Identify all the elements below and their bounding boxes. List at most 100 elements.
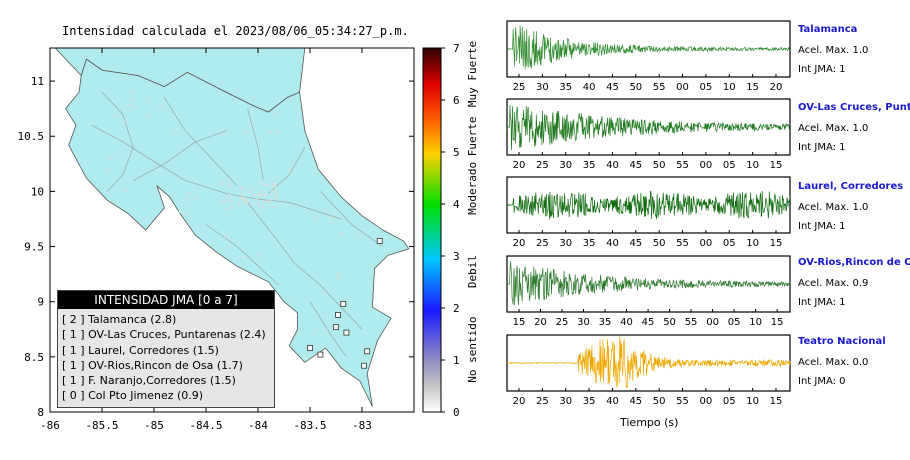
waveform-tick-label: 50 xyxy=(653,238,666,249)
intensity-legend: INTENSIDAD JMA [0 a 7] [ 2 ] Talamanca (… xyxy=(57,290,275,408)
city-point xyxy=(245,202,248,205)
town-point xyxy=(124,119,127,122)
x-tick-label: -86 xyxy=(40,419,60,432)
waveform-tick-label: 55 xyxy=(676,396,689,407)
legend-item: [ 1 ] OV-Las Cruces, Puntarenas (2.4) xyxy=(62,328,266,342)
station-marker xyxy=(376,238,383,244)
station-name: Talamanca xyxy=(798,24,858,35)
station-info-teatro: Teatro Nacional Acel. Max. 0.0 Int JMA: … xyxy=(798,336,886,391)
city-point xyxy=(259,182,262,185)
waveform-tick-label: 20 xyxy=(513,160,526,171)
waveform-tick-label: 15 xyxy=(513,317,526,328)
station-accel: Acel. Max. 0.0 xyxy=(798,357,869,368)
road-line xyxy=(205,224,280,286)
waveform-tick-label: 05 xyxy=(723,396,736,407)
town-point xyxy=(130,90,133,93)
city-point xyxy=(250,188,253,191)
city-point xyxy=(226,196,228,199)
city-point xyxy=(256,201,259,204)
colorbar-tick-label: 4 xyxy=(453,198,460,211)
road-line xyxy=(133,130,227,181)
time-axis-label: Tiempo (s) xyxy=(620,416,679,429)
town-point xyxy=(325,328,328,331)
colorbar-tick-label: 0 xyxy=(453,406,460,419)
station-accel: Acel. Max. 0.9 xyxy=(798,278,869,289)
colorbar-category-label: Muy Fuerte xyxy=(466,41,479,107)
waveform-tick-label: 20 xyxy=(513,396,526,407)
colorbar-tick-label: 3 xyxy=(453,250,460,263)
station-marker xyxy=(364,348,371,355)
city-point xyxy=(261,206,264,209)
city-point xyxy=(247,191,250,194)
x-tick-label: -83 xyxy=(352,419,372,432)
waveform-tick-label: 15 xyxy=(771,317,784,328)
city-point xyxy=(258,192,261,194)
x-tick-label: -84.5 xyxy=(189,419,222,432)
waveform-tick-label: 05 xyxy=(723,238,736,249)
city-point xyxy=(246,199,249,202)
y-tick-label: 8.5 xyxy=(24,351,44,364)
road-line xyxy=(91,124,342,220)
city-point xyxy=(275,197,278,199)
waveform-tick-label: 55 xyxy=(653,82,666,93)
y-tick-label: 10.5 xyxy=(18,130,45,143)
waveform-tick-label: 50 xyxy=(653,396,666,407)
waveform-trace xyxy=(506,261,791,306)
town-point xyxy=(273,112,276,115)
y-tick-label: 9 xyxy=(37,296,44,309)
city-point xyxy=(225,200,227,203)
x-tick-label: -83.5 xyxy=(293,419,326,432)
waveform-tick-label: 00 xyxy=(700,396,713,407)
waveform-trace xyxy=(506,336,791,388)
legend-item: [ 1 ] Laurel, Corredores (1.5) xyxy=(62,343,219,357)
town-point xyxy=(342,232,345,235)
station-jma: Int JMA: 1 xyxy=(798,142,846,153)
waveform-tick-label: 55 xyxy=(685,317,698,328)
colorbar-tick-label: 6 xyxy=(453,94,460,107)
city-point xyxy=(228,185,230,188)
city-point xyxy=(274,189,277,191)
city-point xyxy=(268,201,271,204)
waveform-tick-label: 20 xyxy=(513,238,526,249)
city-point xyxy=(240,187,243,190)
waveform-panel: 20 25 30 35 40 45 50 55 00 05 10 15 xyxy=(506,98,791,171)
waveform-tick-label: 20 xyxy=(534,317,547,328)
road-line xyxy=(320,191,384,247)
city-point xyxy=(225,207,228,210)
town-point xyxy=(126,189,129,192)
waveform-tick-label: 35 xyxy=(599,317,612,328)
colorbar-category-label: Fuerte xyxy=(466,117,479,157)
town-point xyxy=(178,211,181,213)
city-point xyxy=(228,193,231,196)
town-point xyxy=(330,216,333,219)
waveform-tick-label: 15 xyxy=(770,160,783,171)
colorbar-tick-label: 1 xyxy=(453,354,460,367)
colorbar-tick-label: 2 xyxy=(453,302,460,315)
city-point xyxy=(262,201,265,203)
y-tick-label: 9.5 xyxy=(24,241,44,254)
town-point xyxy=(116,114,119,117)
waveform-tick-label: 05 xyxy=(723,160,736,171)
waveform-tick-label: 30 xyxy=(559,396,572,407)
waveform-tick-label: 30 xyxy=(559,238,572,249)
town-point xyxy=(175,128,177,131)
city-point xyxy=(275,192,278,195)
station-marker xyxy=(317,351,324,358)
town-point xyxy=(228,237,231,240)
town-point xyxy=(188,192,191,194)
waveform-tick-label: 25 xyxy=(513,82,526,93)
station-name: Laurel, Corredores xyxy=(798,181,904,192)
town-point xyxy=(184,212,187,215)
station-marker xyxy=(335,311,342,318)
city-point xyxy=(263,193,266,196)
station-jma: Int JMA: 0 xyxy=(798,376,846,387)
station-marker xyxy=(361,362,368,369)
city-point xyxy=(230,199,233,202)
waveform-tick-label: 45 xyxy=(629,238,642,249)
town-point xyxy=(119,151,121,154)
city-point xyxy=(271,190,273,193)
waveform-tick-label: 55 xyxy=(676,160,689,171)
waveform-tick-label: 45 xyxy=(606,82,619,93)
waveform-tick-label: 40 xyxy=(620,317,633,328)
waveform-frame xyxy=(506,20,791,78)
